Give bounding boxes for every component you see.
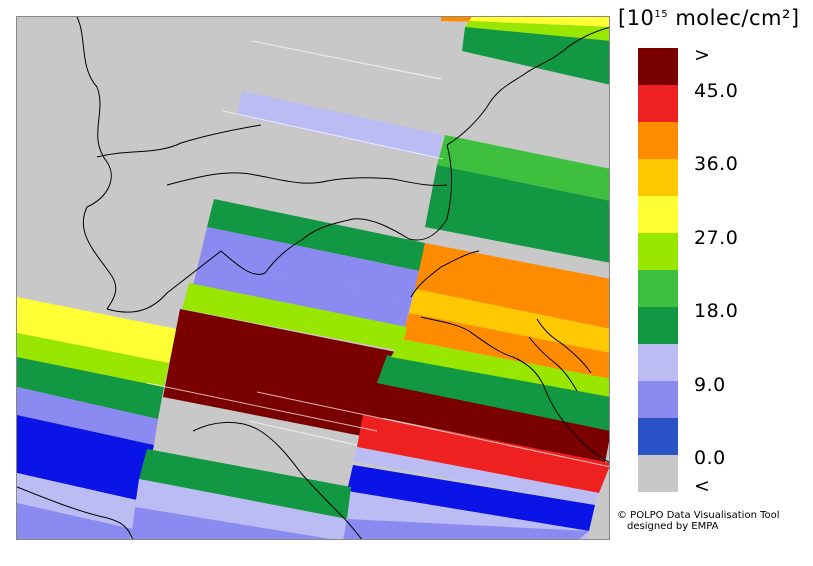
unit-exponent: 15: [654, 9, 669, 20]
swath-darkred-main: [163, 309, 401, 439]
swath-left-periwinkle: [17, 387, 158, 445]
swath-low-lavender: [353, 447, 599, 505]
swatch-18: [638, 270, 678, 307]
swath-lavender: [237, 91, 443, 159]
swatch-13: [638, 307, 678, 344]
coastlines-borders: [17, 17, 609, 539]
swath-mid-periwinkle-2: [193, 257, 412, 327]
legend-label-45: 45.0: [694, 80, 739, 102]
swath-top-yellow: [469, 17, 609, 27]
pixel-swaths: [17, 17, 609, 539]
legend-label-0: 0.0: [694, 447, 726, 469]
swath-lightgreen-east: [391, 339, 609, 397]
map-panel: [16, 16, 610, 540]
swath-low-periwinkle: [343, 519, 589, 539]
swath-top-lightgreen: [465, 21, 609, 41]
legend-unit-title: [1015 molec/cm²]: [618, 6, 800, 30]
legend-label-gt: >: [694, 44, 711, 66]
swath-left-yellow: [17, 297, 177, 363]
swath-right-amber: [409, 289, 609, 353]
swatch-22: [638, 233, 678, 270]
swatch-27: [638, 196, 678, 233]
legend-label-lt: <: [694, 475, 711, 497]
swath-left-blue: [17, 415, 154, 501]
swatch-4: [638, 381, 678, 418]
swath-left-periwinkle-2: [17, 503, 133, 539]
swath-south-green: [139, 449, 351, 519]
credit-line-2: designed by EMPA: [627, 521, 719, 532]
color-legend: [1015 molec/cm²] > 45.0 36.0 27.0 18.0 9…: [610, 0, 813, 566]
swath-mid-darkgreen: [207, 199, 425, 271]
swath-green-east: [377, 355, 609, 431]
swath-south-periwinkle: [131, 507, 331, 539]
swath-lightgreen-strip: [182, 283, 407, 351]
swatch-36: [638, 122, 678, 159]
unit-suffix: molec/cm²]: [668, 6, 800, 30]
swath-green-2: [425, 165, 609, 263]
swath-right-orange: [415, 243, 609, 329]
swath-left-lavender: [17, 473, 141, 529]
map-canvas: [17, 17, 609, 539]
swath-red: [357, 415, 609, 493]
swatch-9: [638, 344, 678, 381]
legend-label-36: 36.0: [694, 153, 739, 175]
swath-green-1: [437, 135, 609, 201]
swath-seams: [146, 40, 609, 468]
swath-low-blue: [347, 465, 595, 531]
swatch-0: [638, 418, 678, 455]
unit-prefix: [10: [618, 6, 655, 30]
swatch-31: [638, 159, 678, 196]
swath-darkred-east: [369, 381, 609, 463]
credit-line-1: © POLPO Data Visualisation Tool: [617, 510, 780, 521]
swath-right-orange-2: [401, 313, 609, 379]
swath-left-green: [17, 357, 164, 419]
swatch-gt: [638, 48, 678, 85]
swath-left-lightgreen: [17, 333, 169, 387]
legend-label-18: 18.0: [694, 300, 739, 322]
legend-label-9: 9.0: [694, 374, 726, 396]
swatch-40: [638, 85, 678, 122]
legend-label-27: 27.0: [694, 227, 739, 249]
swatch-lt: [638, 455, 678, 492]
swath-mid-periwinkle: [200, 227, 420, 299]
swath-top-darkgreen: [462, 27, 609, 85]
